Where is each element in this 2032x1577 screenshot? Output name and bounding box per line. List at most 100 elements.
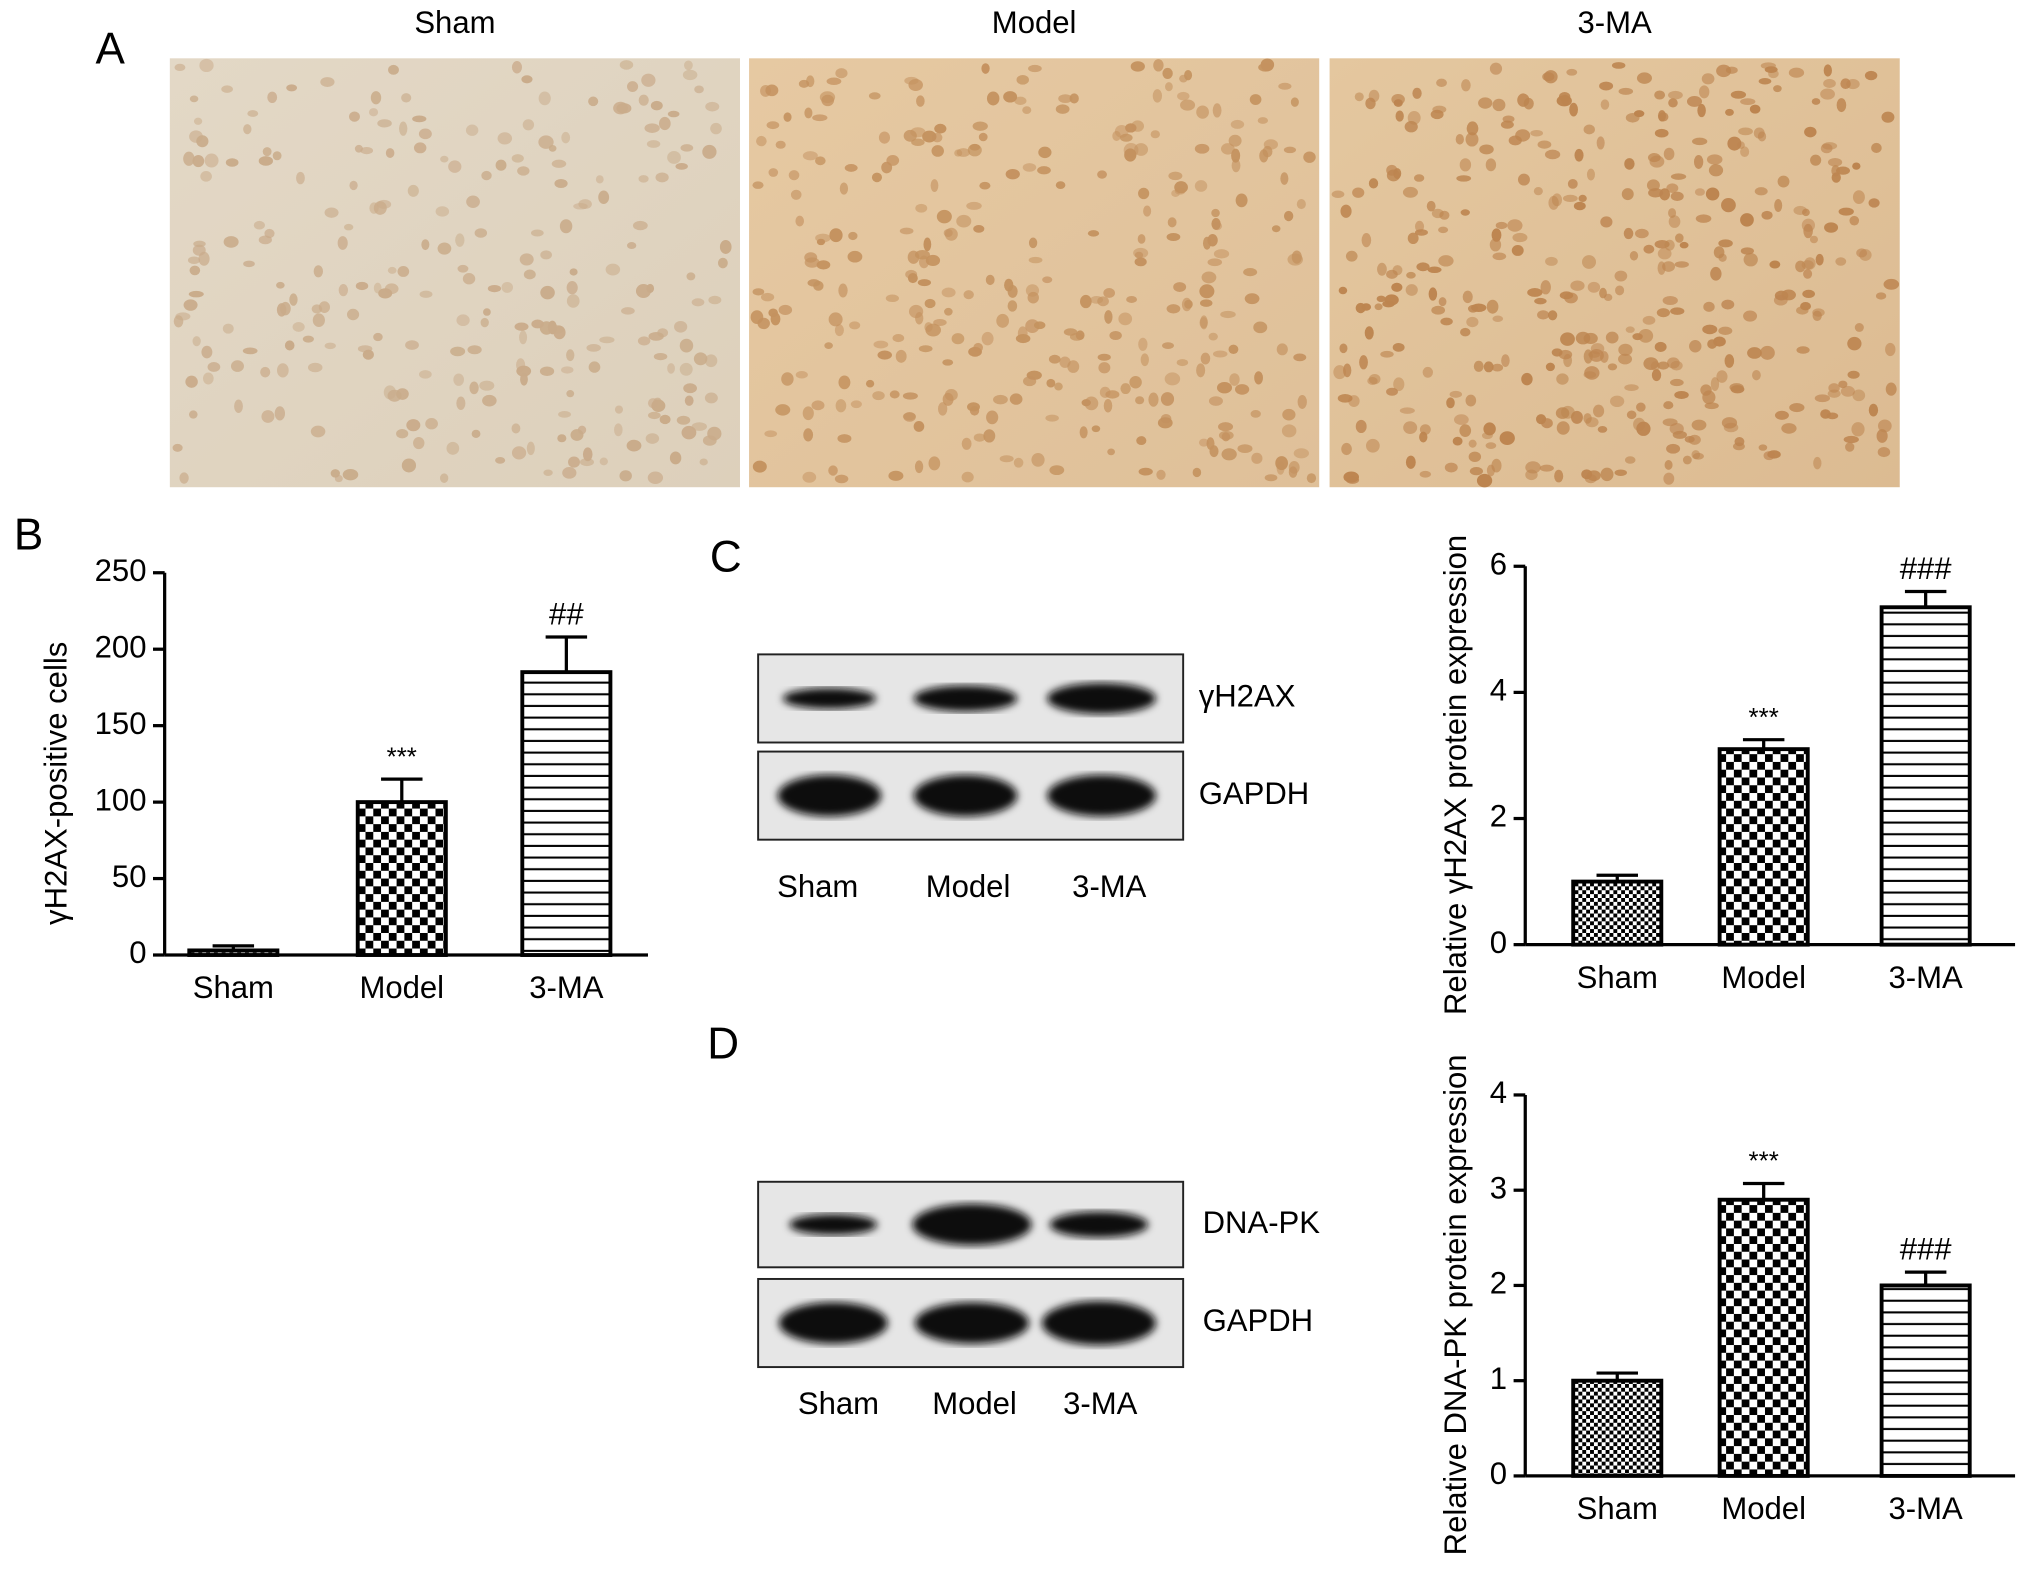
nucleus [1253, 321, 1268, 334]
nucleus [1341, 442, 1352, 456]
x-tick-label: 3-MA [1889, 1491, 1964, 1526]
nucleus [1674, 261, 1689, 268]
nucleus [667, 110, 680, 118]
nucleus [1643, 357, 1659, 370]
nucleus [1080, 294, 1092, 309]
nucleus [1800, 302, 1811, 311]
nucleus [519, 330, 528, 345]
blot-band [1047, 774, 1156, 817]
nucleus [243, 260, 255, 268]
blot-band [912, 1203, 1032, 1246]
nucleus [1478, 97, 1493, 109]
nucleus [588, 96, 599, 107]
nucleus [1573, 201, 1586, 211]
nucleus [1165, 82, 1173, 92]
nucleus [1814, 394, 1831, 403]
nucleus [1283, 210, 1294, 222]
nucleus [1566, 68, 1578, 76]
nucleus [1740, 247, 1754, 255]
nucleus [1419, 424, 1431, 435]
nucleus [566, 281, 578, 295]
bar [1717, 1197, 1810, 1478]
nucleus [835, 399, 847, 413]
nucleus [667, 363, 675, 374]
nucleus [1769, 261, 1780, 269]
nucleus [1296, 199, 1306, 210]
nucleus [378, 288, 393, 299]
nucleus [188, 290, 204, 298]
nucleus [1016, 75, 1029, 85]
y-tick-label: 0 [1490, 925, 1507, 960]
nucleus [1152, 89, 1163, 103]
blot-band [913, 685, 1018, 712]
x-tick-label: Model [1721, 1491, 1806, 1526]
y-axis-label: Relative γH2AX protein expression [1438, 535, 1473, 1015]
nucleus [760, 292, 775, 302]
nucleus [1707, 339, 1718, 349]
nucleus [1597, 426, 1608, 433]
significance-label: *** [387, 743, 417, 771]
nucleus [1600, 216, 1613, 228]
nucleus [548, 145, 557, 152]
nucleus [804, 252, 818, 263]
nucleus [1402, 186, 1418, 198]
nucleus [979, 181, 991, 190]
nucleus [174, 63, 186, 72]
nucleus [1162, 342, 1174, 349]
nucleus [1198, 438, 1209, 447]
nucleus [914, 460, 924, 474]
nucleus [312, 313, 325, 328]
nucleus [370, 91, 382, 105]
nucleus [1803, 269, 1813, 279]
nucleus [1194, 180, 1208, 192]
nucleus [916, 95, 925, 107]
nucleus [705, 101, 720, 112]
blot-band [778, 1302, 888, 1344]
nucleus [1605, 331, 1619, 344]
nucleus [566, 294, 580, 308]
nucleus [1138, 467, 1153, 476]
nucleus [986, 410, 999, 425]
micrograph [749, 58, 1320, 488]
nucleus [1275, 456, 1288, 471]
nucleus [1629, 250, 1639, 261]
nucleus [456, 314, 470, 327]
nucleus [933, 319, 947, 327]
nucleus [1231, 158, 1241, 173]
nucleus [183, 299, 198, 311]
y-axis-label: Relative DNA-PK protein expression [1438, 1054, 1473, 1555]
nucleus [1718, 239, 1733, 248]
nucleus [284, 340, 295, 351]
y-tick-label: 3 [1490, 1170, 1507, 1205]
nucleus [619, 470, 632, 482]
nucleus [307, 362, 323, 373]
nucleus [967, 402, 980, 412]
nucleus [1590, 343, 1605, 355]
nucleus [1556, 95, 1572, 107]
nucleus [679, 362, 693, 376]
nucleus [1669, 378, 1684, 387]
nucleus [1355, 419, 1367, 434]
nucleus [1075, 330, 1085, 341]
nucleus [243, 124, 252, 135]
nucleus [1654, 90, 1666, 100]
nucleus [1184, 69, 1193, 81]
significance-label: ### [1900, 1232, 1953, 1267]
nucleus [1636, 421, 1651, 436]
nucleus [1570, 280, 1585, 291]
nucleus [538, 91, 551, 106]
nucleus [1469, 467, 1484, 476]
nucleus [1229, 373, 1240, 386]
nucleus [1280, 172, 1289, 185]
nucleus [1046, 378, 1056, 388]
nucleus [1624, 456, 1636, 464]
nucleus [573, 203, 588, 210]
nucleus [1251, 452, 1263, 464]
nucleus [562, 467, 577, 479]
nucleus [258, 235, 272, 245]
nucleus [1003, 91, 1018, 103]
nucleus [579, 458, 594, 467]
nucleus [554, 178, 568, 189]
nucleus [1365, 438, 1380, 453]
nucleus [561, 366, 574, 374]
